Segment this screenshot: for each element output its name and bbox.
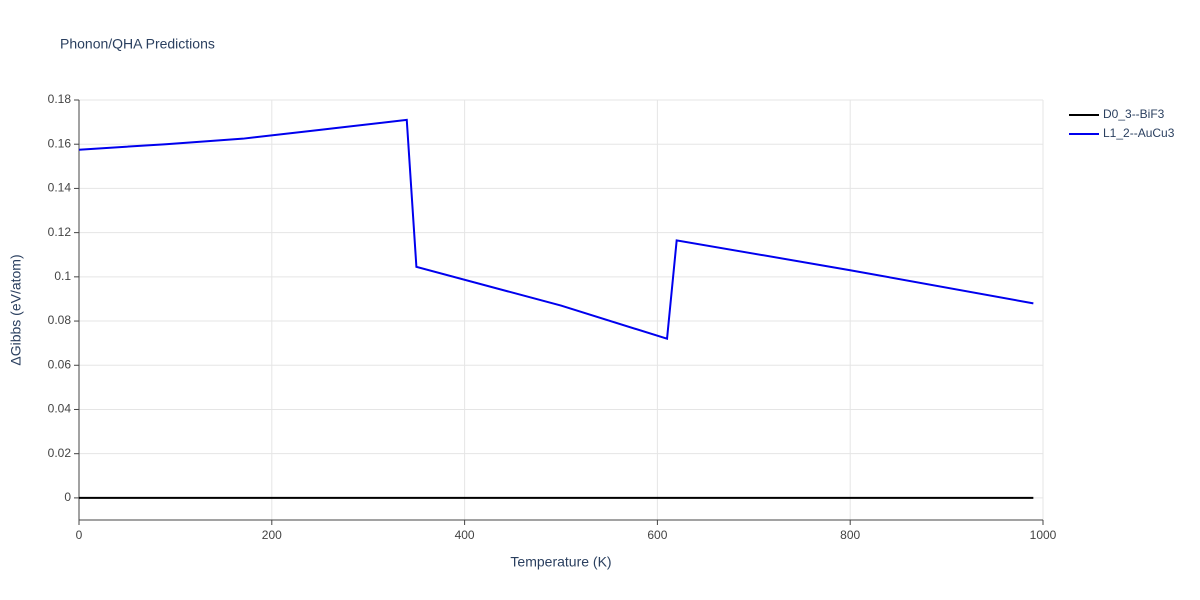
- x-tick-label: 200: [262, 528, 282, 542]
- legend-label: D0_3--BiF3: [1103, 107, 1165, 121]
- legend-label: L1_2--AuCu3: [1103, 126, 1175, 140]
- y-axis-title: ΔGibbs (eV/atom): [8, 254, 24, 365]
- y-tick-label: 0.06: [48, 357, 72, 371]
- y-tick-label: 0.1: [54, 269, 71, 283]
- y-tick-label: 0.12: [48, 225, 72, 239]
- y-tick-label: 0.04: [48, 402, 72, 416]
- x-tick-label: 0: [76, 528, 83, 542]
- x-tick-label: 400: [455, 528, 475, 542]
- y-tick-label: 0.14: [48, 181, 72, 195]
- x-tick-label: 1000: [1030, 528, 1057, 542]
- x-axis-title: Temperature (K): [510, 554, 611, 570]
- chart-title: Phonon/QHA Predictions: [60, 36, 215, 52]
- series-line: [78, 118, 1034, 341]
- y-tick-label: 0.16: [48, 136, 72, 150]
- y-tick-label: 0.02: [48, 446, 72, 460]
- x-tick-label: 600: [647, 528, 667, 542]
- y-tick-label: 0: [64, 490, 71, 504]
- y-tick-label: 0.08: [48, 313, 72, 327]
- y-tick-label: 0.18: [48, 92, 72, 106]
- x-tick-label: 800: [840, 528, 860, 542]
